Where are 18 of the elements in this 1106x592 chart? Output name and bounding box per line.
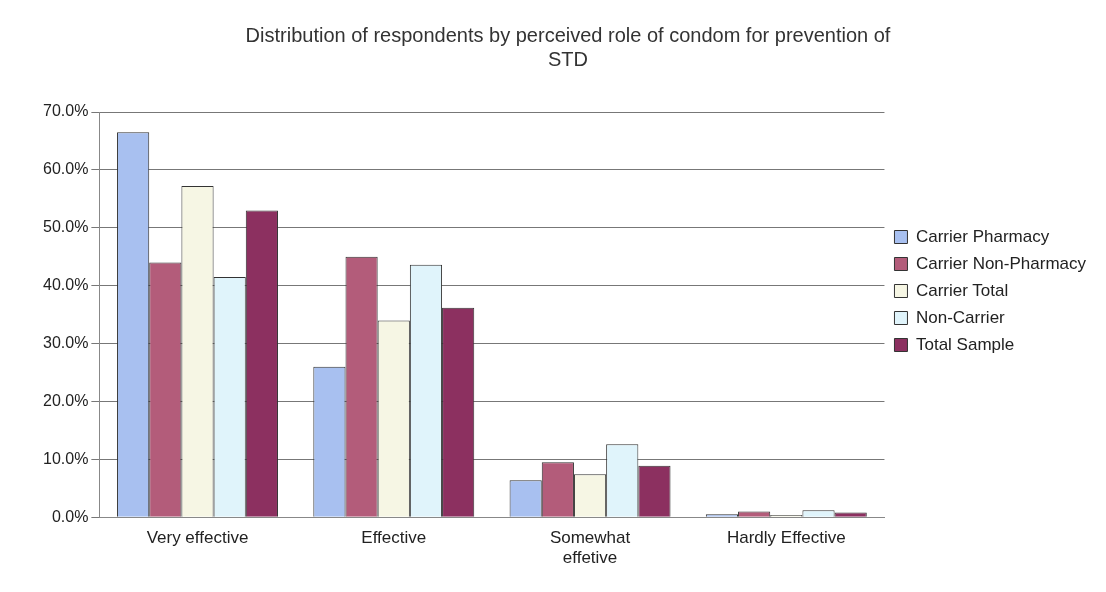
legend-label: Carrier Non-Pharmacy [915, 253, 1087, 273]
y-tick-label: 10.0% [42, 449, 89, 467]
y-tick-label: 50.0% [42, 218, 89, 236]
y-tick-label: 0.0% [51, 507, 89, 525]
y-tick-label: 30.0% [42, 333, 89, 351]
legend-label: Total Sample [915, 334, 1015, 354]
x-tick-label: Effective [361, 528, 427, 548]
legend-label: Carrier Total [915, 280, 1009, 300]
y-tick-label: 40.0% [42, 276, 89, 294]
y-tick-label: 60.0% [42, 160, 89, 178]
y-tick-label: 20.0% [42, 391, 89, 409]
x-tick-label: Somewhat effetive [549, 528, 631, 568]
x-tick-label: Very effective [146, 528, 249, 548]
legend-label: Non-Carrier [915, 307, 1006, 327]
x-tick-label: Hardly Effective [726, 528, 846, 548]
chart-title: Distribution of respondents by perceived role of condom for prevention of STD [245, 23, 891, 70]
legend-label: Carrier Pharmacy [915, 226, 1050, 246]
y-tick-label: 70.0% [42, 102, 89, 120]
